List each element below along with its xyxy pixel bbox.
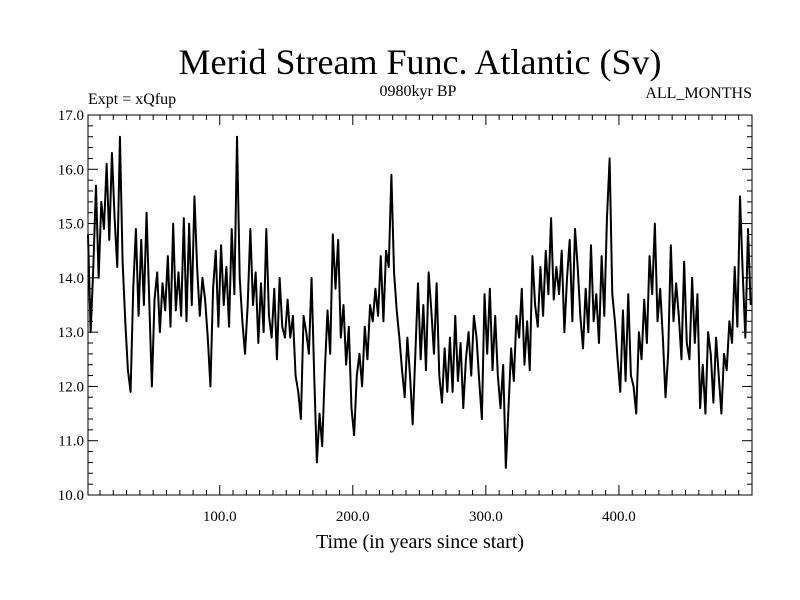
experiment-label: Expt = xQfup: [88, 91, 176, 108]
y-tick-label: 17.0: [58, 108, 84, 124]
series-line: [87, 135, 752, 469]
y-tick-label: 13.0: [58, 325, 84, 341]
y-tick-label: 15.0: [58, 217, 84, 233]
x-tick-label: 100.0: [203, 509, 237, 525]
y-tick-label: 11.0: [58, 434, 84, 450]
period-label: 0980kyr BP: [380, 83, 457, 100]
x-axis-label: Time (in years since start): [316, 531, 524, 553]
y-tick-label: 12.0: [58, 379, 84, 395]
season-label: ALL_MONTHS: [645, 85, 752, 102]
y-axis: 10.0 11.0 12.0 13.0 14.0 15.0 16.0 17.0: [58, 108, 752, 504]
y-tick-label: 10.0: [58, 488, 84, 504]
x-tick-label: 300.0: [469, 509, 503, 525]
plot-frame: [87, 114, 753, 496]
x-tick-label: 200.0: [336, 509, 370, 525]
y-tick-label: 14.0: [58, 271, 84, 287]
y-tick-label: 16.0: [58, 162, 84, 178]
x-axis: 100.0 200.0 300.0 400.0: [99, 115, 740, 525]
chart-title: Merid Stream Func. Atlantic (Sv): [179, 42, 662, 82]
x-tick-label: 400.0: [602, 509, 636, 525]
